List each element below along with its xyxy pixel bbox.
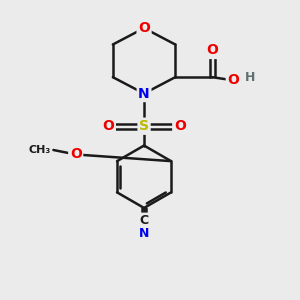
Text: N: N (138, 86, 150, 100)
Text: O: O (103, 119, 114, 133)
Text: H: H (244, 71, 255, 84)
Text: C: C (140, 214, 148, 227)
Text: O: O (138, 21, 150, 35)
Text: O: O (70, 148, 82, 161)
Text: O: O (227, 73, 239, 87)
Text: O: O (206, 44, 218, 57)
Text: S: S (139, 119, 149, 133)
Text: N: N (139, 227, 149, 240)
Text: CH₃: CH₃ (28, 145, 50, 155)
Text: O: O (174, 119, 186, 133)
